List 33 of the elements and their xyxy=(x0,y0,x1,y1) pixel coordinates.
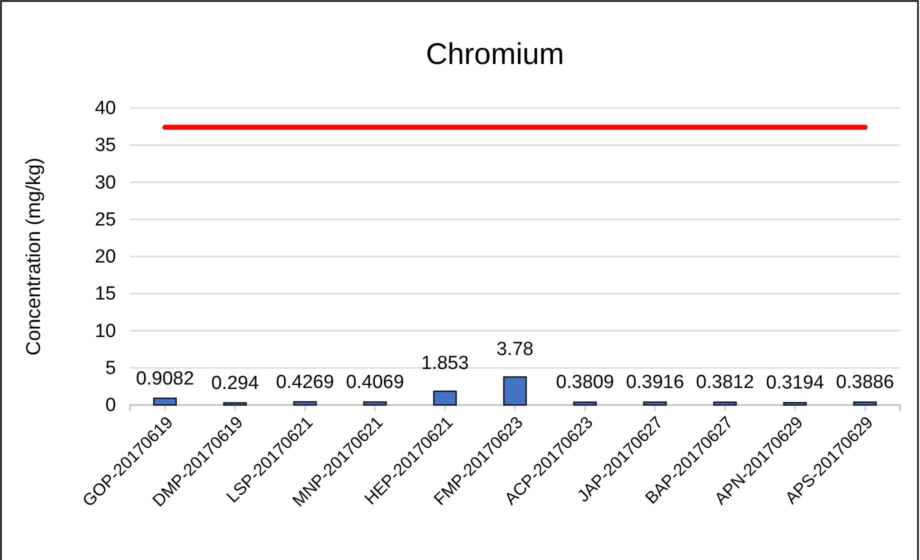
bar xyxy=(783,402,807,406)
data-label: 0.3194 xyxy=(766,372,824,394)
bar xyxy=(223,402,247,406)
bar xyxy=(713,402,737,406)
y-tick-label: 10 xyxy=(94,320,116,342)
y-tick-label: 25 xyxy=(94,209,116,230)
y-tick-label: 40 xyxy=(94,98,116,120)
data-label: 3.78 xyxy=(496,338,534,360)
y-tick-label: 30 xyxy=(94,172,116,194)
data-label: 0.3812 xyxy=(696,372,754,394)
y-tick-label: 20 xyxy=(94,246,116,268)
chart-title: Chromium xyxy=(426,38,564,71)
y-tick-label: 35 xyxy=(94,135,116,156)
data-label: 0.294 xyxy=(211,372,260,394)
bar xyxy=(503,376,527,406)
bar xyxy=(433,390,457,406)
data-label: 1.853 xyxy=(421,353,469,374)
data-label: 0.3809 xyxy=(556,372,614,394)
data-label: 0.4269 xyxy=(276,372,334,393)
bar xyxy=(363,401,387,406)
data-label: 0.4069 xyxy=(346,372,404,393)
data-label: 0.3916 xyxy=(626,372,684,394)
bar xyxy=(853,402,877,406)
bar xyxy=(293,401,317,406)
data-label: 0.3886 xyxy=(836,372,894,394)
bar xyxy=(573,402,597,406)
bar xyxy=(153,398,177,406)
data-label: 0.9082 xyxy=(136,368,194,390)
bar xyxy=(643,401,667,406)
y-tick-label: 0 xyxy=(105,395,116,416)
y-tick-label: 15 xyxy=(94,284,116,305)
y-axis-title: Concentration (mg/kg) xyxy=(23,158,45,356)
y-tick-label: 5 xyxy=(105,358,116,379)
